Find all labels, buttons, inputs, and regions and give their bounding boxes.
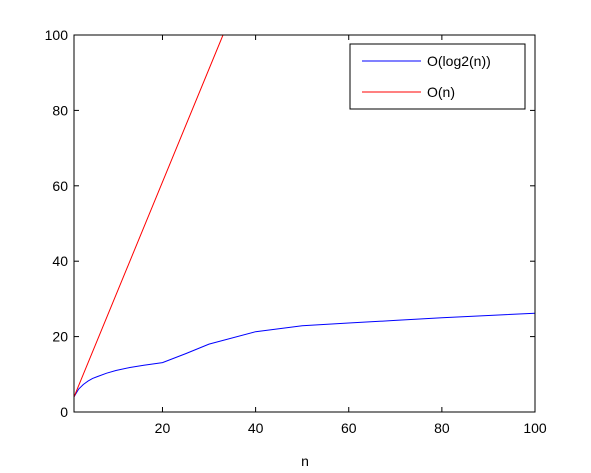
y-tick-label: 20 [52,329,68,345]
y-tick-label: 0 [60,404,68,420]
x-tick-label: 80 [434,420,450,436]
y-tick-label: 100 [45,27,69,43]
x-tick-label: 20 [155,420,171,436]
legend-box [349,43,526,110]
legend-label-log: O(log2(n)) [427,53,491,69]
x-tick-label: 100 [523,420,547,436]
series-line-1 [74,35,224,398]
series-line-0 [74,312,535,398]
x-tick-label: 40 [248,420,264,436]
y-tick-label: 60 [52,178,68,194]
ticks-layer: 20 40 60 80 100 0 20 40 60 80 100 [45,27,547,436]
series-layer [74,35,535,398]
y-tick-label: 40 [52,253,68,269]
legend: O(log2(n)) O(n) [349,43,526,110]
y-tick-label: 80 [52,102,68,118]
legend-label-linear: O(n) [427,84,455,100]
x-tick-label: 60 [341,420,357,436]
axes-box [73,34,536,413]
x-axis-label: n [301,453,309,469]
